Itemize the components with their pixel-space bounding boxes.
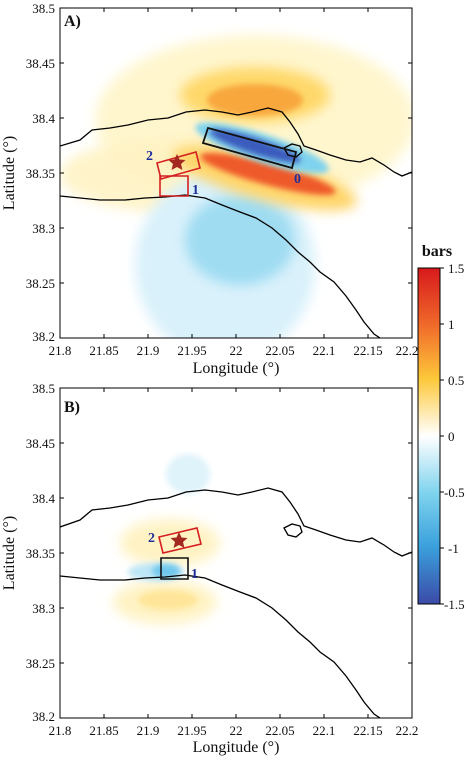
panel-a-coastline [60, 107, 412, 338]
panel-a-y-tick-labels: 38.5 38.45 38.4 38.35 38.3 38.25 38.2 [26, 1, 56, 344]
y-tick-label: 38.3 [32, 221, 55, 236]
fault-label-1: 1 [191, 567, 198, 582]
colorbar-gradient [417, 267, 441, 605]
colorbar-tick-label: 0.5 [448, 373, 464, 388]
panel-b-stress-field [113, 454, 220, 624]
x-tick-label: 21.9 [137, 723, 160, 738]
fault-1-outline [160, 557, 189, 580]
y-tick-label: 38.4 [32, 491, 55, 506]
x-tick-label: 22.05 [265, 723, 294, 738]
x-tick-label: 21.85 [89, 723, 118, 738]
y-tick-label: 38.2 [32, 329, 55, 344]
x-tick-label: 22 [230, 343, 243, 358]
fault-label-2: 2 [148, 531, 155, 546]
panel-b: 2 1 21.8 21.85 21.9 21.95 22 22.05 22.1 … [1, 381, 418, 756]
fault-2-outline [158, 527, 202, 554]
x-tick-label: 21.95 [177, 723, 206, 738]
colorbar-tick-label: 1.5 [448, 261, 464, 276]
fault-0-outline [201, 126, 298, 170]
panel-b-faults: 2 1 [148, 527, 202, 582]
x-tick-label: 21.85 [89, 343, 118, 358]
x-tick-label: 22 [230, 723, 243, 738]
x-tick-label: 22.05 [265, 343, 294, 358]
epicenter-star-icon [170, 532, 188, 548]
colorbar-tick-label: -0.5 [444, 485, 465, 500]
y-tick-label: 38.5 [32, 381, 55, 396]
panel-a-x-axis-label: Longitude (°) [193, 360, 280, 377]
colorbar-tick-label: 1 [448, 317, 455, 332]
y-tick-label: 38.25 [26, 656, 55, 671]
x-tick-label: 22.1 [313, 343, 336, 358]
panel-b-x-axis-label: Longitude (°) [193, 739, 280, 756]
y-tick-label: 38.35 [26, 166, 55, 181]
panel-b-background [60, 388, 412, 718]
x-tick-label: 22.1 [313, 723, 336, 738]
colorbar-tick-label: 0 [448, 429, 455, 444]
x-tick-label: 21.8 [49, 723, 72, 738]
panel-a-x-tick-labels: 21.8 21.85 21.9 21.95 22 22.05 22.1 22.1… [49, 343, 419, 358]
x-tick-label: 22.15 [353, 343, 382, 358]
y-tick-label: 38.3 [32, 601, 55, 616]
y-tick-label: 38.4 [32, 111, 55, 126]
fault-label-2: 2 [146, 149, 153, 164]
x-tick-label: 21.8 [49, 343, 72, 358]
panel-a-y-axis-label: Latitude (°) [1, 136, 18, 210]
panel-b-tick-marks [59, 387, 413, 719]
colorbar-tick-marks [440, 267, 444, 605]
y-tick-label: 38.5 [32, 1, 55, 16]
y-tick-label: 38.25 [26, 276, 55, 291]
panel-b-x-tick-labels: 21.8 21.85 21.9 21.95 22 22.05 22.1 22.1… [49, 723, 419, 738]
colorbar-title: bars [422, 243, 452, 260]
y-tick-label: 38.2 [32, 709, 55, 724]
x-tick-label: 22.2 [396, 343, 419, 358]
y-tick-label: 38.45 [26, 436, 55, 451]
panel-b-coastline [60, 487, 412, 718]
x-tick-label: 22.15 [353, 723, 382, 738]
fault-label-0: 0 [294, 172, 301, 187]
x-tick-label: 21.9 [137, 343, 160, 358]
panel-a-faults: 2 1 0 [146, 126, 301, 198]
epicenter-star-icon [168, 154, 186, 170]
fault-label-1: 1 [192, 183, 199, 198]
panel-b-y-tick-labels: 38.5 38.45 38.4 38.35 38.3 38.25 38.2 [26, 381, 56, 724]
colorbar: bars 1.5 1 0.5 0 -0.5 -1 -1.5 [417, 243, 465, 612]
fault-2-outline [156, 151, 201, 180]
panel-a: 2 1 0 21.8 21.85 21.9 21.95 22 22.05 22.… [1, 1, 418, 377]
panel-b-y-axis-label: Latitude (°) [1, 516, 18, 590]
panel-a-tick-marks [59, 7, 413, 339]
colorbar-tick-label: -1 [448, 541, 459, 556]
panel-a-stress-field [60, 35, 412, 338]
x-tick-label: 22.2 [396, 723, 419, 738]
x-tick-label: 21.95 [177, 343, 206, 358]
panel-b-label: B) [64, 399, 80, 416]
y-tick-label: 38.45 [26, 56, 55, 71]
fault-1-outline [159, 175, 189, 197]
panel-a-label: A) [64, 13, 81, 30]
y-tick-label: 38.35 [26, 546, 55, 561]
colorbar-tick-label: -1.5 [444, 597, 465, 612]
